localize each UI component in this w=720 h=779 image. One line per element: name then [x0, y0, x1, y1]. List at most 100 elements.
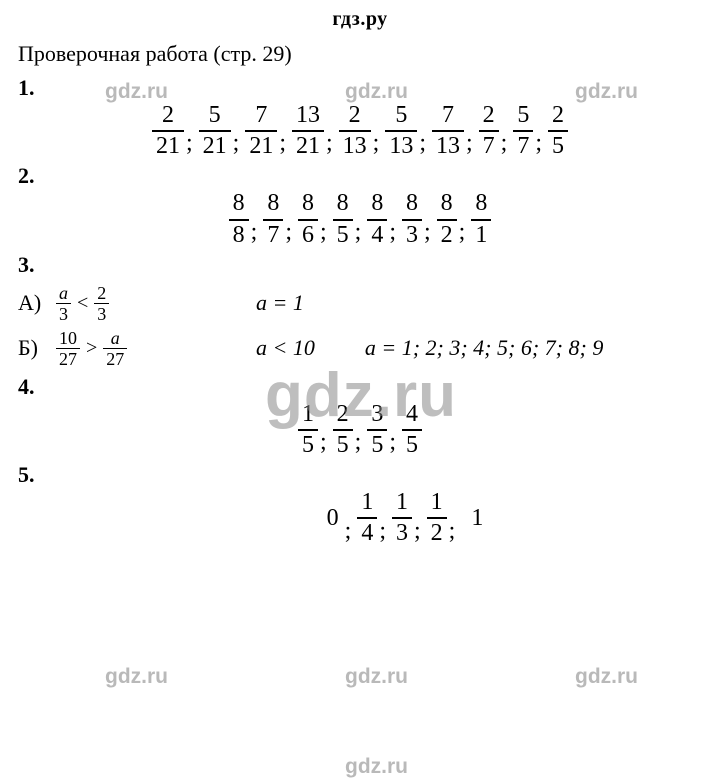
- fraction-display: 713: [432, 103, 464, 159]
- q3b-mid: a < 10: [256, 335, 315, 361]
- numerator: 7: [251, 103, 271, 130]
- fraction: 82: [437, 191, 457, 247]
- fraction: 83: [402, 191, 422, 247]
- separator: ;: [417, 130, 432, 157]
- numerator: 8: [402, 191, 422, 218]
- q3a-lhs-frac: a 3: [56, 284, 71, 323]
- denominator: 7: [479, 130, 499, 159]
- fraction-display: 87: [263, 191, 283, 247]
- separator: ;: [422, 219, 437, 246]
- fraction-display: 84: [367, 191, 387, 247]
- fraction: 85: [333, 191, 353, 247]
- fraction-display: 213: [339, 103, 371, 159]
- fraction: 25: [548, 103, 568, 159]
- fraction: 513: [385, 103, 417, 159]
- question-3-label: 3.: [0, 252, 720, 278]
- fraction-display: 721: [245, 103, 277, 159]
- numerator: 2: [333, 402, 353, 429]
- watermark-text: gdz.ru: [575, 665, 638, 689]
- denominator: 8: [229, 219, 249, 248]
- numerator: 8: [298, 191, 318, 218]
- q3a-op: <: [71, 292, 94, 315]
- fraction-display: 221: [152, 103, 184, 159]
- numerator: 8: [437, 191, 457, 218]
- denominator: 5: [367, 429, 387, 458]
- page-header: гдз.ру: [0, 0, 720, 31]
- q3b-letter: Б): [18, 335, 56, 361]
- question-3a-row: А) a 3 < 2 3 a = 1: [0, 284, 720, 323]
- denominator: 7: [263, 219, 283, 248]
- value: 0: [323, 505, 343, 532]
- denominator: 13: [385, 130, 417, 159]
- fraction: 81: [471, 191, 491, 247]
- separator: ;: [343, 518, 358, 545]
- numerator: 2: [479, 103, 499, 130]
- separator: ;: [318, 219, 333, 246]
- q3b-expr: 10 27 > a 27: [56, 329, 196, 368]
- denominator: 5: [333, 429, 353, 458]
- numerator: 2: [345, 103, 365, 130]
- q3b-rhs-num: a: [108, 329, 123, 348]
- denominator: 3: [402, 219, 422, 248]
- q3a-rhs-den: 3: [94, 303, 109, 323]
- separator: ;: [277, 130, 292, 157]
- numerator: 1: [357, 490, 377, 517]
- separator: ;: [387, 219, 402, 246]
- separator: ;: [377, 518, 392, 545]
- fraction-display: 25: [333, 402, 353, 458]
- q3b-rhs-frac: a 27: [103, 329, 127, 368]
- numerator: 4: [402, 402, 422, 429]
- denominator: 3: [392, 517, 412, 546]
- fraction: 86: [298, 191, 318, 247]
- q3b-op: >: [80, 337, 103, 360]
- value: 1: [461, 505, 487, 532]
- q3a-rhs-frac: 2 3: [94, 284, 109, 323]
- fraction-display: 14: [357, 490, 377, 546]
- separator: ;: [499, 130, 514, 157]
- separator: ;: [353, 429, 368, 456]
- fraction: 45: [402, 402, 422, 458]
- fraction: 521: [199, 103, 231, 159]
- watermark-text: gdz.ru: [345, 755, 408, 779]
- numerator: 5: [513, 103, 533, 130]
- fraction-display: 12: [427, 490, 447, 546]
- worksheet-title: Проверочная работа (стр. 29): [0, 31, 720, 71]
- fraction: 87: [263, 191, 283, 247]
- separator: ;: [231, 130, 246, 157]
- separator: ;: [412, 518, 427, 545]
- denominator: 21: [245, 130, 277, 159]
- denominator: 2: [437, 219, 457, 248]
- fraction-display: 513: [385, 103, 417, 159]
- question-5-answer: 0;14;13;12;1: [0, 490, 720, 546]
- denominator: 21: [152, 130, 184, 159]
- separator: ;: [184, 130, 199, 157]
- fraction-display: 45: [402, 402, 422, 458]
- separator: ;: [353, 219, 368, 246]
- denominator: 2: [427, 517, 447, 546]
- fraction-display: 83: [402, 191, 422, 247]
- fraction-display: 82: [437, 191, 457, 247]
- q3a-rhs-num: 2: [94, 284, 109, 303]
- question-2-label: 2.: [0, 163, 720, 189]
- q3a-lhs-num: a: [56, 284, 71, 303]
- watermark-text: gdz.ru: [345, 665, 408, 689]
- fraction-display: 25: [548, 103, 568, 159]
- q3b-rhs-den: 27: [103, 348, 127, 368]
- denominator: 5: [333, 219, 353, 248]
- numerator: 8: [367, 191, 387, 218]
- denominator: 7: [513, 130, 533, 159]
- separator: ;: [249, 219, 264, 246]
- separator: ;: [387, 429, 402, 456]
- numerator: 1: [392, 490, 412, 517]
- separator: ;: [457, 219, 472, 246]
- fraction-display: 15: [298, 402, 318, 458]
- question-3b-row: Б) 10 27 > a 27 a < 10 a = 1; 2; 3; 4; 5…: [0, 329, 720, 368]
- denominator: 4: [357, 517, 377, 546]
- question-5-label: 5.: [0, 462, 720, 488]
- q3b-lhs-num: 10: [56, 329, 80, 348]
- fraction-display: 27: [479, 103, 499, 159]
- separator: ;: [371, 130, 386, 157]
- question-4-answer: 15;25;35;45: [0, 402, 720, 458]
- fraction: 25: [333, 402, 353, 458]
- numerator: 8: [229, 191, 249, 218]
